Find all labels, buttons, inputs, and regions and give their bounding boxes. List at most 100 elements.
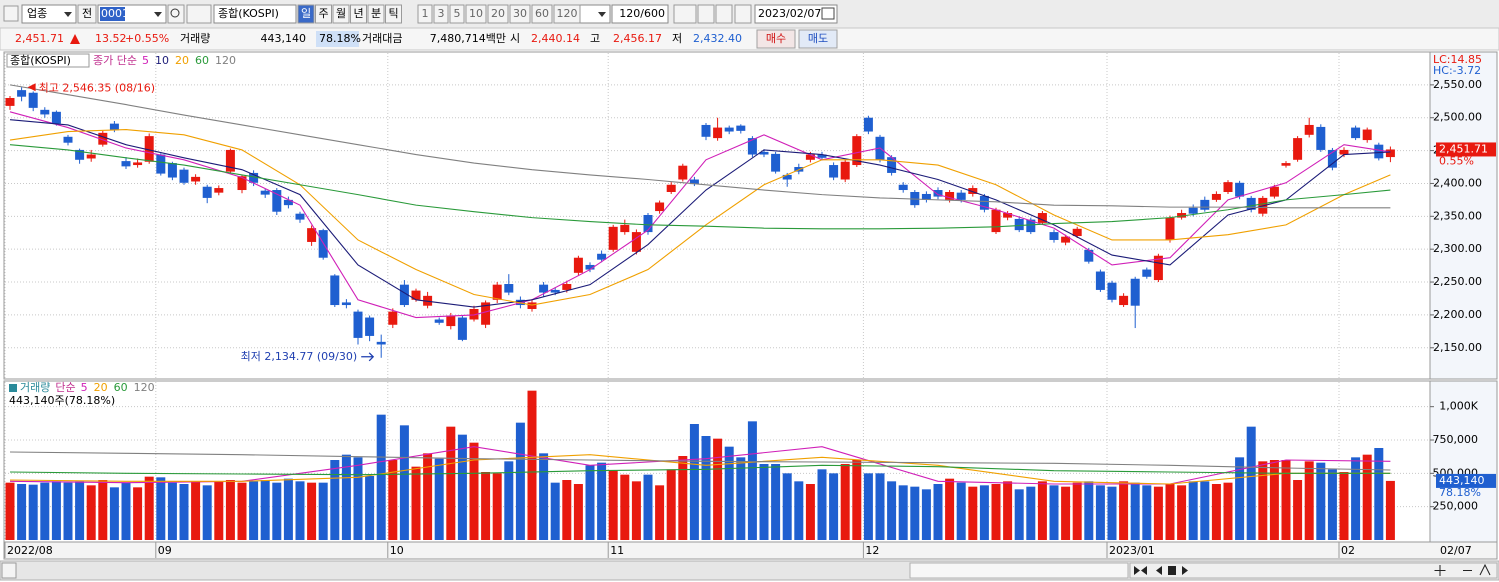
volume-bar bbox=[109, 487, 119, 540]
sell-button[interactable] bbox=[798, 29, 838, 49]
candle-body bbox=[179, 169, 189, 183]
volume-bar bbox=[968, 486, 978, 540]
volume-bar bbox=[1362, 454, 1372, 540]
interval-text: 5 bbox=[454, 7, 461, 20]
period-button[interactable] bbox=[332, 4, 350, 24]
volume-bar bbox=[411, 466, 421, 540]
interval-button[interactable] bbox=[553, 4, 581, 24]
scroll-controls[interactable] bbox=[1129, 562, 1498, 579]
candle-body bbox=[562, 284, 572, 290]
volume-bar bbox=[365, 476, 375, 540]
candle-body bbox=[1061, 236, 1071, 243]
sound-button[interactable] bbox=[186, 4, 212, 24]
volume-bar bbox=[121, 482, 131, 540]
scroll-thumb[interactable] bbox=[909, 562, 1129, 579]
period-button[interactable] bbox=[315, 4, 332, 24]
interval-button[interactable] bbox=[465, 4, 487, 24]
mode-button[interactable] bbox=[77, 4, 97, 24]
volume-bar bbox=[713, 438, 723, 540]
period-text: 일 bbox=[301, 6, 311, 20]
period-text: 주 bbox=[318, 7, 328, 20]
date-box[interactable] bbox=[754, 4, 838, 24]
volume-bar bbox=[237, 482, 247, 540]
volume-bar bbox=[1281, 460, 1291, 540]
tool-button[interactable] bbox=[697, 4, 715, 24]
candle-body bbox=[144, 136, 154, 162]
volume-bar bbox=[840, 464, 850, 540]
scroll-left[interactable] bbox=[1, 562, 17, 579]
volume-bar bbox=[620, 474, 630, 540]
volume-bar bbox=[550, 482, 560, 540]
volume-bar bbox=[829, 473, 839, 540]
period-button[interactable] bbox=[367, 4, 385, 24]
candle-body bbox=[365, 317, 375, 336]
candle-body bbox=[1374, 144, 1384, 159]
candle-body bbox=[98, 132, 108, 145]
last-volume-ratio: 78.18% bbox=[1439, 486, 1481, 499]
quote-low: 2,432.40 bbox=[693, 32, 742, 45]
volume-bar bbox=[144, 476, 154, 540]
price-axis-panel bbox=[1429, 51, 1498, 380]
volume-bar bbox=[353, 457, 363, 540]
legend-entry: 5 bbox=[142, 54, 149, 67]
candle-body bbox=[1188, 207, 1198, 214]
volume-bar bbox=[1385, 480, 1395, 540]
candle-body bbox=[1339, 149, 1349, 155]
candle-body bbox=[1003, 213, 1013, 218]
period-button[interactable] bbox=[297, 4, 315, 24]
tool-button[interactable] bbox=[715, 4, 733, 24]
candle-body bbox=[1351, 127, 1361, 139]
interval-button[interactable] bbox=[449, 4, 465, 24]
volume-bar bbox=[295, 481, 305, 540]
low-note: 최저 2,134.77 (09/30) bbox=[241, 350, 358, 363]
candle-body bbox=[272, 190, 282, 212]
period-button[interactable] bbox=[385, 4, 402, 24]
quote-label: 거래량 bbox=[180, 32, 210, 45]
interval-button[interactable] bbox=[531, 4, 553, 24]
volume-bar bbox=[759, 464, 769, 540]
interval-button[interactable] bbox=[433, 4, 449, 24]
settings-button[interactable] bbox=[734, 4, 752, 24]
candle-body bbox=[133, 162, 143, 166]
candle-body bbox=[121, 161, 131, 167]
zoom-icons bbox=[1434, 563, 1491, 576]
volume-bar bbox=[40, 482, 50, 540]
buy-button[interactable] bbox=[756, 29, 796, 49]
search-button[interactable] bbox=[167, 4, 185, 24]
volume-bar bbox=[817, 469, 827, 540]
candle-body bbox=[225, 149, 235, 172]
candle-body bbox=[1049, 232, 1059, 240]
volume-bar bbox=[1246, 426, 1256, 540]
volume-bar bbox=[214, 481, 224, 540]
candle-body bbox=[1072, 228, 1082, 237]
tool-button[interactable] bbox=[673, 4, 697, 24]
market-text: 업종 bbox=[27, 7, 47, 20]
market-combo[interactable] bbox=[21, 4, 77, 24]
volume-bar bbox=[492, 473, 502, 540]
search-icon bbox=[170, 8, 180, 18]
interval-button[interactable] bbox=[509, 4, 531, 24]
candle-body bbox=[597, 253, 607, 260]
interval-button[interactable] bbox=[487, 4, 509, 24]
candle-body bbox=[214, 188, 224, 193]
volume-bar bbox=[1130, 482, 1140, 540]
candle-body bbox=[539, 284, 549, 293]
candle-body bbox=[655, 202, 665, 212]
legend-title: 거래량 bbox=[20, 381, 50, 394]
candle-body bbox=[1200, 199, 1210, 210]
candle-body bbox=[63, 136, 73, 143]
volume-bar bbox=[260, 480, 270, 540]
menu-icon[interactable] bbox=[3, 5, 19, 22]
interval-button[interactable] bbox=[417, 4, 433, 24]
high-arrow bbox=[27, 83, 36, 92]
candle-body bbox=[573, 257, 583, 273]
candle-body bbox=[481, 302, 491, 325]
candle-body bbox=[933, 190, 943, 197]
candle-body bbox=[40, 109, 50, 115]
volume-bar bbox=[283, 478, 293, 540]
volume-bar bbox=[608, 470, 618, 540]
ma-line bbox=[9, 454, 1391, 485]
combo-arrow bbox=[64, 12, 72, 17]
period-button[interactable] bbox=[350, 4, 367, 24]
legend-swatch bbox=[9, 384, 17, 392]
